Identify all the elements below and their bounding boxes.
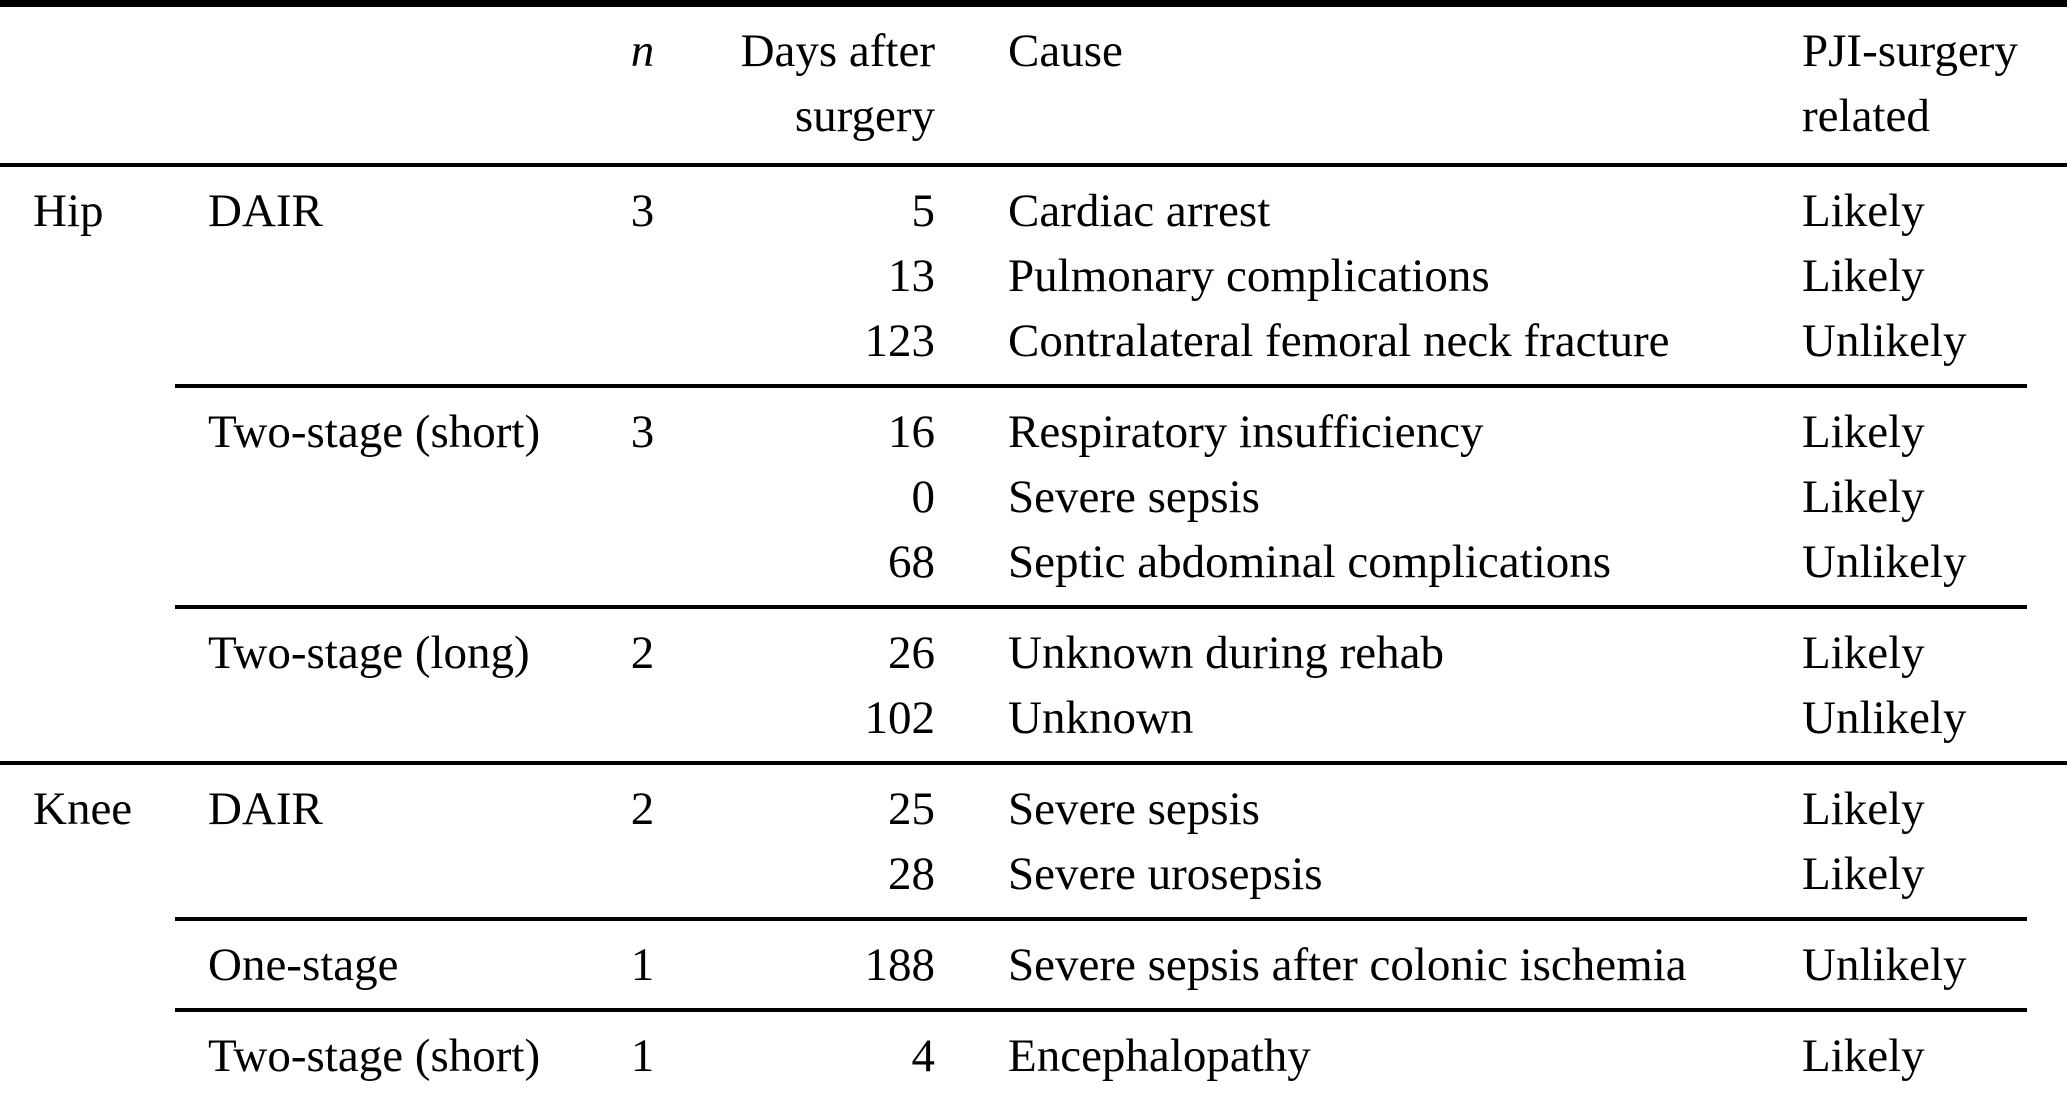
cell-days: 5 bbox=[911, 185, 936, 237]
cell-cause: Contralateral femoral neck fracture bbox=[1008, 315, 1670, 367]
cell-n: 1 bbox=[605, 1008, 680, 1099]
cell-related: Unlikely bbox=[1802, 315, 1967, 367]
cell-n: 2 bbox=[605, 761, 680, 919]
table-row: 123 Contralateral femoral neck fracture … bbox=[0, 309, 2067, 386]
cell-spacer bbox=[2027, 309, 2067, 386]
cell-days: 13 bbox=[888, 250, 935, 302]
cell-spacer bbox=[2027, 761, 2067, 842]
table-row: Knee DAIR 2 25 Severe sepsis Likely bbox=[0, 761, 2067, 1099]
cell-spacer bbox=[2027, 1010, 2067, 1099]
header-cause: Cause bbox=[935, 3, 1790, 167]
cell-related: Likely bbox=[1790, 384, 2027, 465]
cell-spacer bbox=[2027, 919, 2067, 1010]
header-n-label: n bbox=[630, 25, 655, 77]
cell-spacer bbox=[2027, 465, 2067, 530]
cell-spacer bbox=[2027, 607, 2067, 686]
table-row: One-stage 1 188 Severe sepsis after colo… bbox=[0, 917, 2067, 1010]
cell-days: 25 bbox=[680, 761, 935, 842]
cell-surgery: DAIR bbox=[208, 185, 323, 237]
table-row: Hip DAIR 3 5 Cardiac arrest Likely bbox=[0, 165, 2067, 244]
cell-days: 16 bbox=[680, 384, 935, 465]
header-row: n Days after surgery Cause PJI-surgery rel… bbox=[0, 3, 2067, 167]
header-cause-label: Cause bbox=[1008, 25, 1123, 77]
cell-days: 68 bbox=[888, 536, 935, 588]
cell-spacer bbox=[2027, 686, 2067, 763]
cell-surgery: Two-stage (long) bbox=[175, 605, 605, 763]
table-row: 68 Septic abdominal complications Unlike… bbox=[0, 530, 2067, 607]
header-days-line2: surgery bbox=[794, 90, 935, 142]
header-n: n bbox=[605, 3, 680, 167]
cell-spacer bbox=[2027, 842, 2067, 919]
table-body: Hip DAIR 3 5 Cardiac arrest Likely 13 Pu… bbox=[0, 165, 2067, 1099]
cell-cause: Cardiac arrest bbox=[1008, 185, 1271, 237]
cell-surgery: Two-stage (short) bbox=[175, 1008, 605, 1099]
cell-surgery: Two-stage (short) bbox=[175, 384, 605, 607]
table-row: 102 Unknown Unlikely bbox=[0, 686, 2067, 763]
cell-cause: Pulmonary complications bbox=[1008, 250, 1490, 302]
cell-n: 3 bbox=[605, 384, 680, 607]
cell-joint: Hip bbox=[33, 185, 104, 237]
cell-spacer bbox=[2027, 386, 2067, 465]
cell-cause: Severe sepsis bbox=[935, 761, 1790, 842]
header-related-line1: PJI-surgery bbox=[1802, 25, 2018, 77]
table-row: Two-stage (short) 3 16 Respiratory insuf… bbox=[0, 384, 2067, 607]
cell-related: Likely bbox=[1802, 848, 1925, 900]
cell-related: Likely bbox=[1790, 1008, 2027, 1099]
header-spacer bbox=[2027, 3, 2067, 167]
cell-related: Likely bbox=[1802, 185, 1925, 237]
cell-spacer bbox=[2027, 530, 2067, 607]
cell-joint: Knee bbox=[0, 761, 175, 1099]
cell-n: 3 bbox=[630, 185, 655, 237]
cell-related: Likely bbox=[1802, 250, 1925, 302]
header-days-line1: Days after bbox=[740, 25, 935, 77]
cell-days: 4 bbox=[680, 1008, 935, 1099]
cell-surgery: One-stage bbox=[175, 917, 605, 1010]
cell-cause: Severe sepsis bbox=[1008, 471, 1260, 523]
cell-cause: Severe sepsis after colonic ischemia bbox=[935, 917, 1790, 1010]
cell-related: Unlikely bbox=[1802, 536, 1967, 588]
cell-cause: Encephalopathy bbox=[935, 1008, 1790, 1099]
header-related-line2: related bbox=[1802, 90, 1930, 142]
table-row: Two-stage (short) 1 4 Encephalopathy Lik… bbox=[0, 1008, 2067, 1099]
table-header: n Days after surgery Cause PJI-surgery rel… bbox=[0, 3, 2067, 167]
cell-cause: Severe urosepsis bbox=[1008, 848, 1323, 900]
cell-related: Likely bbox=[1790, 761, 2027, 842]
cell-days: 102 bbox=[864, 692, 936, 744]
table-row: 0 Severe sepsis Likely bbox=[0, 465, 2067, 530]
cell-n: 1 bbox=[605, 917, 680, 1010]
cell-related: Likely bbox=[1802, 471, 1925, 523]
header-days: Days after surgery bbox=[680, 3, 935, 167]
cell-related: Unlikely bbox=[1802, 692, 1967, 744]
cell-n: 2 bbox=[605, 605, 680, 763]
cell-days: 28 bbox=[888, 848, 935, 900]
cell-days: 26 bbox=[680, 605, 935, 686]
cell-days: 0 bbox=[911, 471, 936, 523]
header-surgery bbox=[175, 3, 605, 167]
cell-cause: Respiratory insufficiency bbox=[935, 384, 1790, 465]
table-row: 28 Severe urosepsis Likely bbox=[0, 842, 2067, 919]
cell-related: Unlikely bbox=[1790, 917, 2027, 1010]
cell-cause: Unknown during rehab bbox=[935, 605, 1790, 686]
cell-related: Likely bbox=[1790, 605, 2027, 686]
cell-cause: Unknown bbox=[1008, 692, 1194, 744]
header-related: PJI-surgery related bbox=[1790, 3, 2027, 167]
table-row: Two-stage (long) 2 26 Unknown during reh… bbox=[0, 605, 2067, 763]
cell-surgery: DAIR bbox=[175, 761, 605, 919]
cell-days: 188 bbox=[680, 917, 935, 1010]
cell-spacer bbox=[2027, 244, 2067, 309]
header-joint bbox=[0, 3, 175, 167]
cell-days: 123 bbox=[864, 315, 936, 367]
table-row: 13 Pulmonary complications Likely bbox=[0, 244, 2067, 309]
cell-spacer bbox=[2027, 165, 2067, 244]
cell-cause: Septic abdominal complications bbox=[1008, 536, 1612, 588]
